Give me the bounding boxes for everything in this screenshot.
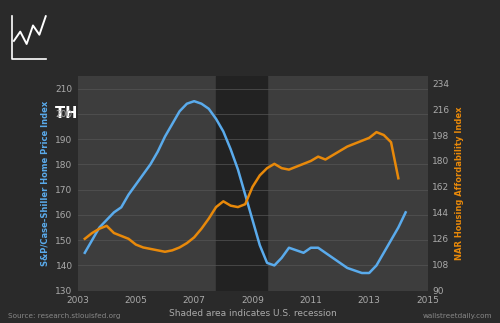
- X-axis label: Shaded area indicates U.S. recession: Shaded area indicates U.S. recession: [168, 309, 336, 318]
- Text: Source: research.stlouisfed.org: Source: research.stlouisfed.org: [8, 313, 120, 319]
- Y-axis label: S&P/Case-Shiller Home Price Index: S&P/Case-Shiller Home Price Index: [41, 101, 50, 266]
- Text: THE RECOVERY CONTINUES: THE RECOVERY CONTINUES: [55, 106, 280, 120]
- Bar: [216, 76, 267, 291]
- Y-axis label: NAR Housing Affordability Index: NAR Housing Affordability Index: [455, 107, 464, 260]
- Text: wallstreetdaily.com: wallstreetdaily.com: [423, 313, 492, 319]
